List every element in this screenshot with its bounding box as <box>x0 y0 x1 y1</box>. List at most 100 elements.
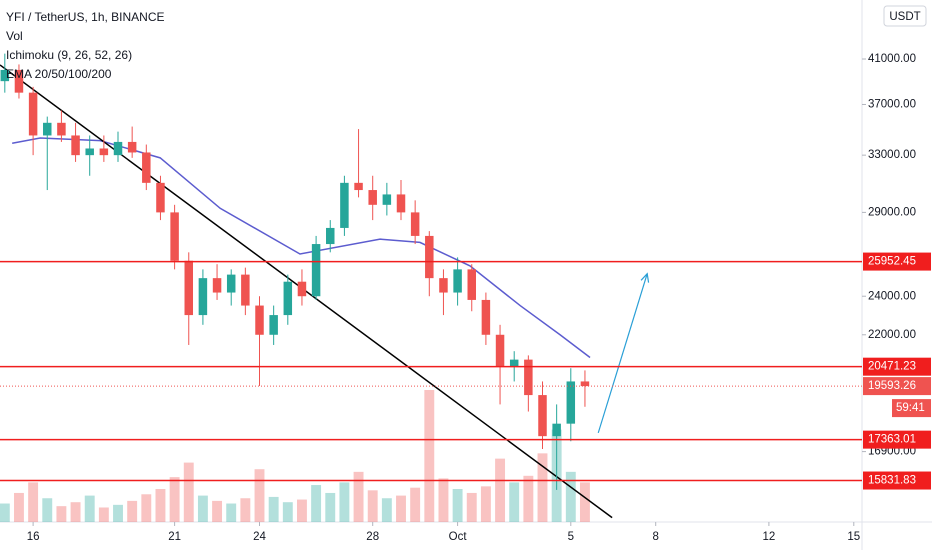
candle-body <box>241 274 250 306</box>
volume-bar <box>113 504 123 522</box>
candle-body <box>467 269 476 300</box>
volume-bar <box>367 490 378 522</box>
countdown-bg <box>892 399 931 418</box>
candle-body <box>566 381 576 424</box>
candle-body <box>453 269 462 293</box>
y-tick-label: 16900.00 <box>868 446 916 458</box>
candle-body <box>297 281 307 297</box>
current-price-label: 19593.26 <box>868 380 916 392</box>
level-label-bg <box>863 430 931 449</box>
volume-bar <box>155 489 166 522</box>
legend-item: EMA 20/50/100/200 <box>6 67 112 81</box>
candle-body <box>354 182 363 191</box>
legend: YFI / TetherUS, 1h, BINANCE Vol Ichimoku… <box>6 10 165 81</box>
volume-bar <box>509 482 520 522</box>
candle-body <box>283 281 293 316</box>
candle-body <box>425 235 434 279</box>
volume-bar <box>212 500 223 522</box>
volume-bar <box>169 477 180 522</box>
candle-body <box>382 194 392 205</box>
candle-body <box>340 182 349 228</box>
ema-line <box>12 137 591 359</box>
volume-bar <box>268 496 279 522</box>
volume-bar <box>56 506 67 522</box>
candle-body <box>113 141 123 156</box>
volume-bar <box>282 502 293 522</box>
volume-bar <box>197 495 208 522</box>
volume-bar <box>452 489 463 522</box>
y-tick-label: 37000.00 <box>868 98 916 110</box>
candle-body <box>368 190 377 205</box>
candle-body <box>0 69 10 82</box>
volume-bar <box>339 482 350 522</box>
x-tick-label: 28 <box>366 531 379 543</box>
volume-bar <box>466 492 477 522</box>
candle-body <box>57 122 66 136</box>
candle-body <box>439 278 448 293</box>
x-tick-label: 5 <box>568 531 574 543</box>
volume-bar <box>297 499 307 522</box>
currency-button[interactable] <box>883 5 927 27</box>
volume-bar <box>381 498 392 522</box>
volume-bar <box>565 471 576 522</box>
level-label: 25952.45 <box>868 256 916 268</box>
volume-bar <box>579 482 590 522</box>
volume-bar <box>0 503 10 522</box>
volume-bar <box>240 498 251 522</box>
y-tick-label: 33000.00 <box>868 149 916 161</box>
candle-body <box>326 227 335 245</box>
volume-bar <box>226 503 237 522</box>
candle-body <box>509 359 519 367</box>
countdown: 59:41 <box>896 402 925 414</box>
candle-body <box>14 69 24 93</box>
candle-body <box>396 194 406 213</box>
volume-bar <box>141 494 152 522</box>
volume-bar <box>523 475 534 522</box>
candle-body <box>170 212 179 261</box>
chart-title: YFI / TetherUS, 1h, BINANCE <box>6 10 165 24</box>
volume-bar <box>537 453 548 522</box>
candle-body <box>495 334 505 367</box>
volume-bar <box>183 462 194 522</box>
x-tick-label: 21 <box>168 531 181 543</box>
candle-body <box>212 278 222 293</box>
candle-body <box>481 299 491 335</box>
candle-body <box>410 212 420 236</box>
legend-item: Vol <box>6 29 23 43</box>
volume-bar <box>42 498 53 522</box>
candle-body <box>255 305 264 335</box>
level-label-bg <box>863 357 931 376</box>
y-tick-label: 24000.00 <box>868 290 916 302</box>
y-tick-label: 41000.00 <box>868 53 916 65</box>
x-tick-label: 8 <box>652 531 658 543</box>
volume-bar <box>480 486 491 522</box>
volume-bar <box>396 495 406 522</box>
arrow-line <box>597 273 648 434</box>
arrow-head <box>640 272 650 283</box>
candle-body <box>28 92 38 136</box>
candle-body <box>226 274 236 293</box>
currency-label[interactable]: USDT <box>889 11 920 23</box>
x-tick-label: 12 <box>762 531 775 543</box>
candle-body <box>99 148 109 156</box>
current-price-bg <box>863 377 931 396</box>
legend-item: Ichimoku (9, 26, 52, 26) <box>6 48 132 62</box>
candle-body <box>269 315 278 335</box>
level-label: 15831.83 <box>868 475 916 487</box>
volume-bar <box>98 507 109 522</box>
candle-body <box>524 359 533 396</box>
volume-bar <box>325 492 336 522</box>
x-tick-label: 15 <box>847 531 860 543</box>
level-label-bg <box>863 471 931 490</box>
volume-bar <box>84 495 95 522</box>
candle-body <box>142 152 151 183</box>
level-label: 17363.01 <box>868 434 916 446</box>
candle-body <box>43 122 52 136</box>
volume-bar <box>311 485 322 522</box>
volume-bar <box>495 458 506 522</box>
candle-body <box>184 260 194 316</box>
volume-bar <box>424 390 435 522</box>
candle-body <box>538 395 547 437</box>
volume-bar <box>70 502 81 522</box>
x-tick-label: 24 <box>253 531 266 543</box>
